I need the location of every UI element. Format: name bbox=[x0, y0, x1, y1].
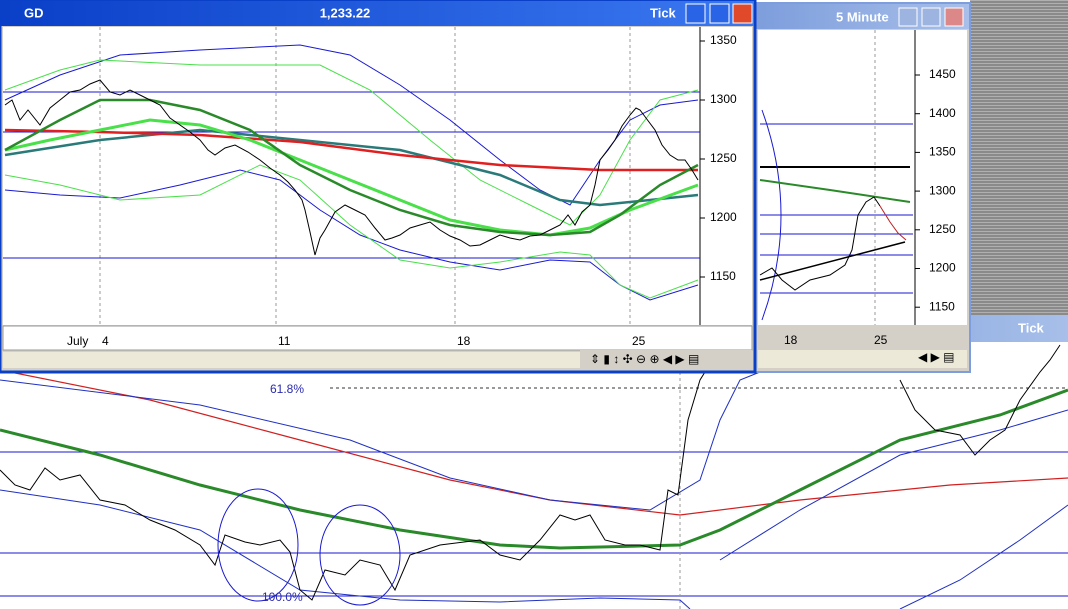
toolbar-icons[interactable]: ◀ ▶ ▤ bbox=[918, 350, 954, 364]
fib-label: 61.8% bbox=[270, 382, 304, 396]
price: 1,233.22 bbox=[320, 5, 371, 20]
date-label: 18 bbox=[457, 334, 471, 348]
symbol: GD bbox=[24, 5, 44, 20]
date-label: July bbox=[67, 334, 88, 348]
y-tick-label: 1200 bbox=[929, 261, 956, 275]
minimize-button[interactable] bbox=[898, 7, 918, 27]
date-label: 25 bbox=[632, 334, 646, 348]
window-title: 5 Minute bbox=[836, 9, 889, 24]
close-button[interactable] bbox=[944, 7, 964, 27]
y-tick-label: 1450 bbox=[929, 67, 956, 81]
y-tick-label: 1150 bbox=[929, 299, 955, 313]
date-label: 4 bbox=[102, 334, 109, 348]
price-chart bbox=[3, 27, 700, 325]
close-button[interactable] bbox=[732, 3, 753, 24]
y-tick-label: 1350 bbox=[710, 33, 737, 47]
minimize-button[interactable] bbox=[685, 3, 706, 24]
main-window: GD 1,233.22 Tick ⇕ ▮ bbox=[0, 0, 757, 374]
window-title: Tick bbox=[1018, 320, 1045, 335]
date-label: 11 bbox=[278, 334, 291, 348]
date-label: 18 bbox=[784, 333, 798, 347]
y-tick-label: 1300 bbox=[929, 183, 956, 197]
y-tick-label: 1350 bbox=[929, 145, 956, 159]
y-tick-label: 1200 bbox=[710, 210, 737, 224]
interval: Tick bbox=[650, 5, 677, 20]
scrollbar[interactable] bbox=[3, 352, 580, 368]
minute-window: 5 Minute ◀ ▶ ▤ bbox=[754, 2, 971, 373]
y-tick-label: 1250 bbox=[710, 151, 737, 165]
date-label: 25 bbox=[874, 333, 888, 347]
y-tick-label: 1250 bbox=[929, 222, 956, 236]
toolbar-icons[interactable]: ⇕ ▮ ↕ ✣ ⊖ ⊕ ◀ ▶ ▤ bbox=[590, 352, 699, 366]
maximize-button[interactable] bbox=[709, 3, 730, 24]
y-tick-label: 1300 bbox=[710, 92, 737, 106]
maximize-button[interactable] bbox=[921, 7, 941, 27]
y-tick-label: 1400 bbox=[929, 106, 956, 120]
y-tick-label: 1150 bbox=[710, 269, 736, 283]
fib-label: 100.0% bbox=[262, 590, 303, 604]
